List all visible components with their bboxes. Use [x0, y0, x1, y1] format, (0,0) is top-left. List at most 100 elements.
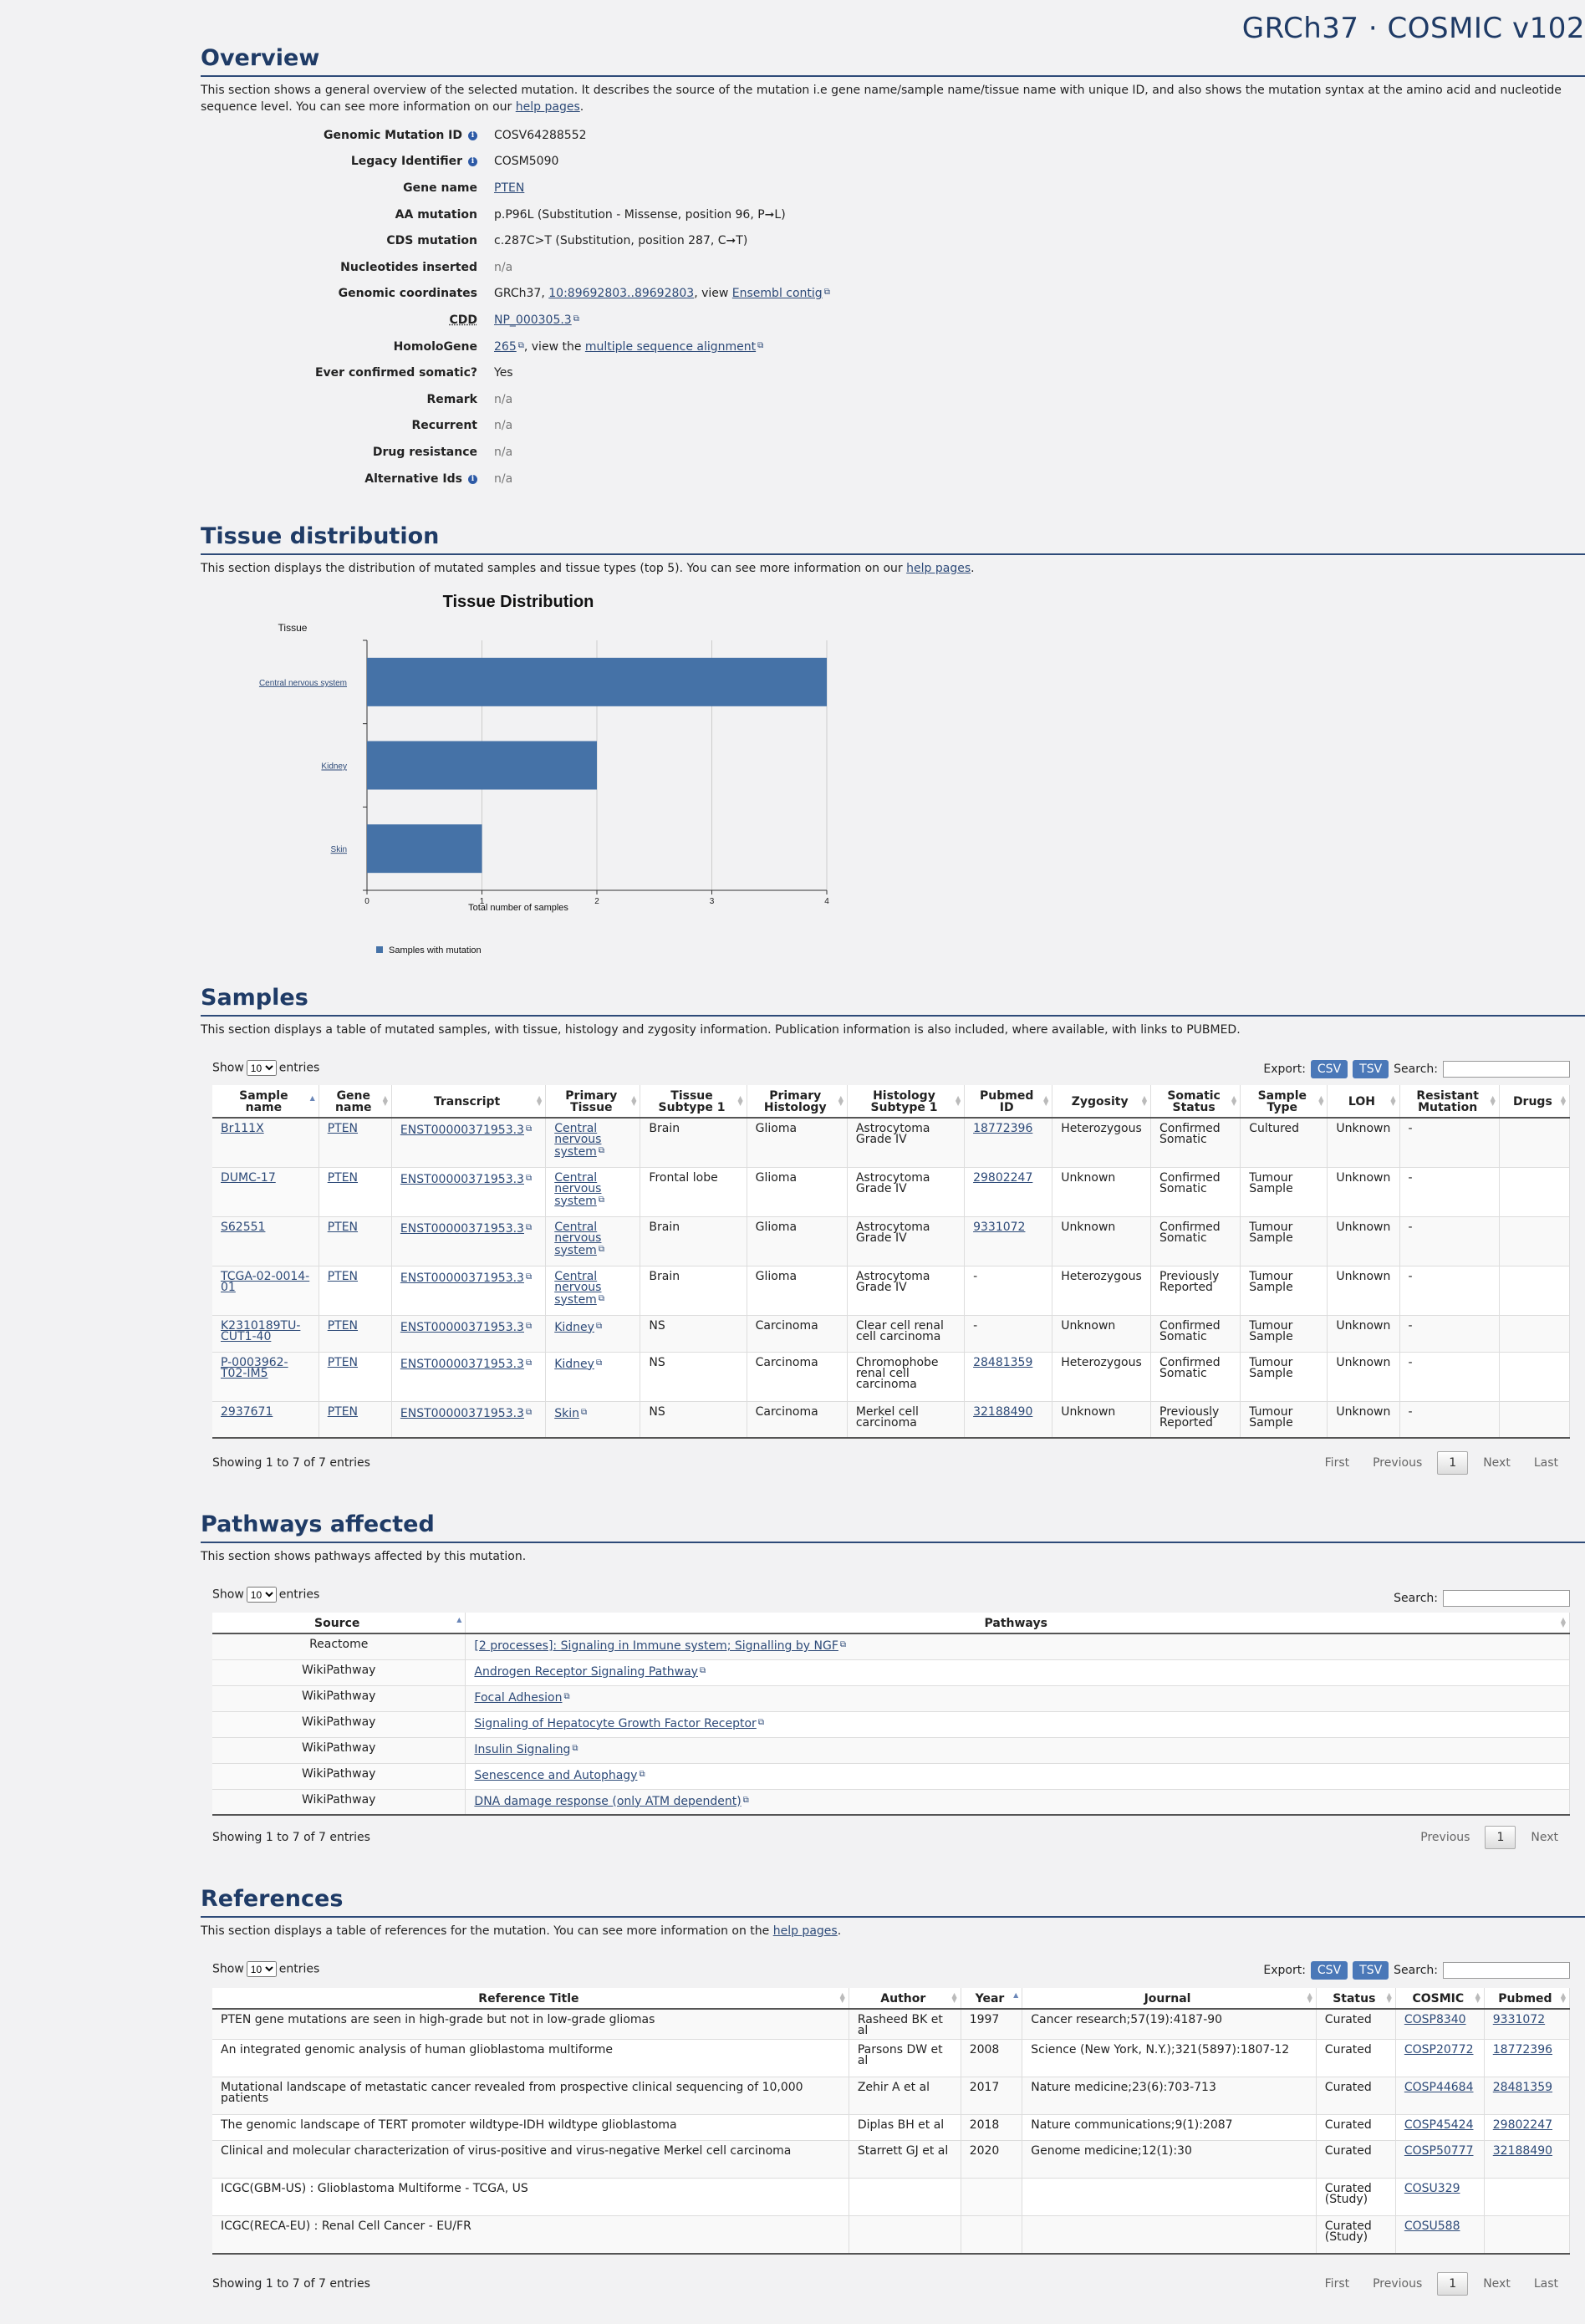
cell-pubmed[interactable]: 9331072: [1484, 2009, 1571, 2040]
export-csv-button[interactable]: CSV: [1310, 1060, 1348, 1078]
cell-pubmed[interactable]: 18772396: [1484, 2039, 1571, 2077]
samples-length-select[interactable]: 10: [246, 1060, 277, 1076]
cell-cosmic[interactable]: COSP45424: [1395, 2114, 1485, 2141]
cell-primary-tissue[interactable]: Central nervous system ⧉: [545, 1118, 641, 1168]
pubmed-link[interactable]: 28481359: [1492, 2081, 1553, 2094]
cell-sample-name[interactable]: K2310189TU-CUT1-40: [212, 1315, 319, 1353]
sample-name-link[interactable]: K2310189TU-CUT1-40: [221, 1318, 301, 1343]
primary-tissue-link[interactable]: Central nervous system: [554, 1269, 602, 1307]
pathways-search-input[interactable]: [1443, 1590, 1570, 1607]
pubmed-id-link[interactable]: 28481359: [973, 1355, 1033, 1369]
ensembl-contig-link[interactable]: Ensembl contig: [731, 287, 823, 301]
cell-cosmic[interactable]: COSU588: [1395, 2215, 1485, 2254]
pager-next[interactable]: Next: [1531, 1831, 1558, 1844]
primary-tissue-link[interactable]: Kidney: [554, 1357, 594, 1371]
primary-tissue-link[interactable]: Central nervous system: [554, 1170, 602, 1208]
col-pathways[interactable]: Pathways ▲ ▼: [465, 1613, 1570, 1634]
cell-pathways[interactable]: Signaling of Hepatocyte Growth Factor Re…: [465, 1711, 1570, 1738]
help-pages-link[interactable]: help pages: [515, 100, 580, 114]
pathways-link[interactable]: Insulin Signaling: [474, 1742, 571, 1756]
cell-primary-tissue[interactable]: Central nervous system ⧉: [545, 1216, 641, 1266]
gene-name-link[interactable]: PTEN: [327, 1269, 359, 1283]
cell-pathways[interactable]: [2 processes]: Signaling in Immune syste…: [465, 1633, 1570, 1660]
pathways-link[interactable]: Signaling of Hepatocyte Growth Factor Re…: [474, 1716, 757, 1730]
bar-skin[interactable]: [367, 824, 482, 874]
primary-tissue-link[interactable]: Central nervous system: [554, 1220, 602, 1257]
cosmic-link[interactable]: COSP45424: [1404, 2118, 1474, 2132]
cell-transcript[interactable]: ENST00000371953.3 ⧉: [391, 1216, 547, 1266]
col-journal[interactable]: Journal ▲ ▼: [1022, 1988, 1317, 2010]
bar-kidney[interactable]: [367, 741, 597, 790]
cell-pathways[interactable]: Senescence and Autophagy ⧉: [465, 1763, 1570, 1790]
cell-gene-name[interactable]: PTEN: [319, 1167, 392, 1217]
sample-name-link[interactable]: 2937671: [221, 1404, 273, 1419]
cell-sample-name[interactable]: 2937671: [212, 1401, 319, 1439]
help-pages-link[interactable]: help pages: [772, 1924, 838, 1938]
gene-name-link[interactable]: PTEN: [327, 1122, 359, 1135]
cell-gene-name[interactable]: PTEN: [319, 1266, 392, 1316]
cell-sample-name[interactable]: DUMC-17: [212, 1167, 319, 1217]
cosmic-link[interactable]: COSP50777: [1404, 2144, 1474, 2158]
transcript-link[interactable]: ENST00000371953.3: [400, 1406, 524, 1420]
pathways-link[interactable]: DNA damage response (only ATM dependent): [474, 1794, 742, 1808]
cell-cosmic[interactable]: COSP44684: [1395, 2077, 1485, 2115]
export-tsv-button[interactable]: TSV: [1353, 1961, 1389, 1980]
pubmed-link[interactable]: 29802247: [1492, 2118, 1553, 2132]
pager-previous[interactable]: Previous: [1373, 1456, 1423, 1470]
cell-cosmic[interactable]: COSU329: [1395, 2178, 1485, 2216]
sample-name-link[interactable]: Br111X: [221, 1122, 264, 1135]
transcript-link[interactable]: ENST00000371953.3: [400, 1271, 524, 1285]
cosmic-link[interactable]: COSP20772: [1404, 2043, 1474, 2056]
col-somatic-status[interactable]: Somatic Status ▲ ▼: [1150, 1085, 1241, 1119]
col-histology-subtype-1[interactable]: Histology Subtype 1 ▲ ▼: [847, 1085, 966, 1119]
cdd-link[interactable]: NP_000305.3: [494, 313, 572, 327]
cell-gene-name[interactable]: PTEN: [319, 1315, 392, 1353]
col-drugs[interactable]: Drugs ▲ ▼: [1499, 1085, 1571, 1119]
cell-pubmed-id[interactable]: 29802247: [964, 1167, 1053, 1217]
transcript-link[interactable]: ENST00000371953.3: [400, 1124, 524, 1137]
col-pubmed[interactable]: Pubmed ▲ ▼: [1484, 1988, 1571, 2010]
col-status[interactable]: Status ▲ ▼: [1316, 1988, 1396, 2010]
col-primary-tissue[interactable]: Primary Tissue ▲ ▼: [545, 1085, 641, 1119]
primary-tissue-link[interactable]: Kidney: [554, 1320, 594, 1334]
pubmed-id-link[interactable]: 9331072: [973, 1220, 1026, 1234]
category-label-kidney[interactable]: Kidney: [321, 762, 347, 772]
cosmic-link[interactable]: COSU588: [1404, 2220, 1460, 2233]
transcript-link[interactable]: ENST00000371953.3: [400, 1357, 524, 1371]
cell-pubmed-id[interactable]: 18772396: [964, 1118, 1053, 1168]
info-icon[interactable]: i: [468, 474, 477, 484]
cell-cosmic[interactable]: COSP20772: [1395, 2039, 1485, 2077]
cell-pathways[interactable]: Androgen Receptor Signaling Pathway ⧉: [465, 1659, 1570, 1686]
cell-transcript[interactable]: ENST00000371953.3 ⧉: [391, 1118, 547, 1168]
export-tsv-button[interactable]: TSV: [1353, 1060, 1389, 1078]
cell-sample-name[interactable]: Br111X: [212, 1118, 319, 1168]
pathways-link[interactable]: [2 processes]: Signaling in Immune syste…: [474, 1639, 838, 1653]
pubmed-id-link[interactable]: 32188490: [973, 1404, 1033, 1419]
cell-gene-name[interactable]: PTEN: [319, 1401, 392, 1439]
col-source[interactable]: Source ▲: [212, 1613, 466, 1634]
cell-transcript[interactable]: ENST00000371953.3 ⧉: [391, 1266, 547, 1316]
gene-name-link[interactable]: PTEN: [327, 1318, 359, 1333]
category-label-central-nervous-system[interactable]: Central nervous system: [259, 679, 347, 688]
cell-cosmic[interactable]: COSP50777: [1395, 2140, 1485, 2179]
col-primary-histology[interactable]: Primary Histology ▲ ▼: [747, 1085, 848, 1119]
cell-gene-name[interactable]: PTEN: [319, 1352, 392, 1402]
cell-primary-tissue[interactable]: Central nervous system ⧉: [545, 1167, 641, 1217]
pager-1[interactable]: 1: [1437, 1451, 1469, 1475]
cell-pubmed[interactable]: 32188490: [1484, 2140, 1571, 2179]
sample-name-link[interactable]: P-0003962-T02-IM5: [221, 1355, 288, 1380]
cell-transcript[interactable]: ENST00000371953.3 ⧉: [391, 1167, 547, 1217]
cell-sample-name[interactable]: TCGA-02-0014-01: [212, 1266, 319, 1316]
col-year[interactable]: Year ▲: [961, 1988, 1023, 2010]
cell-primary-tissue[interactable]: Kidney ⧉: [545, 1315, 641, 1353]
cell-pathways[interactable]: Insulin Signaling ⧉: [465, 1737, 1570, 1764]
pager-first[interactable]: First: [1324, 2277, 1350, 2291]
cell-cosmic[interactable]: COSP8340: [1395, 2009, 1485, 2040]
cell-pathways[interactable]: DNA damage response (only ATM dependent)…: [465, 1789, 1570, 1816]
cosmic-link[interactable]: COSP8340: [1404, 2013, 1466, 2026]
cell-transcript[interactable]: ENST00000371953.3 ⧉: [391, 1401, 547, 1439]
cell-primary-tissue[interactable]: Central nervous system ⧉: [545, 1266, 641, 1316]
pager-1[interactable]: 1: [1485, 1826, 1516, 1849]
category-label-skin[interactable]: Skin: [331, 845, 347, 854]
pathways-length-select[interactable]: 10: [246, 1587, 277, 1603]
